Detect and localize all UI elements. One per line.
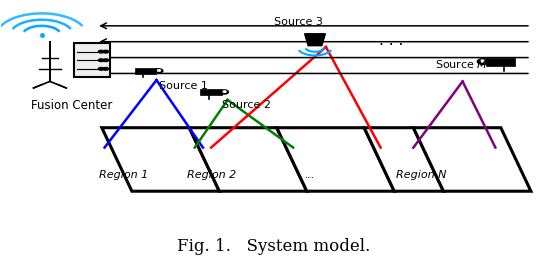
- Text: Source 2: Source 2: [222, 100, 271, 110]
- Text: Fig. 1.   System model.: Fig. 1. System model.: [178, 238, 370, 255]
- Circle shape: [157, 70, 161, 71]
- Bar: [201, 89, 222, 95]
- Polygon shape: [189, 128, 307, 191]
- Circle shape: [103, 68, 109, 70]
- Text: Region N: Region N: [396, 170, 447, 180]
- Text: Region 1: Region 1: [99, 170, 149, 180]
- Circle shape: [481, 60, 484, 62]
- Circle shape: [99, 59, 104, 61]
- Circle shape: [220, 90, 229, 94]
- Text: Source 3: Source 3: [274, 17, 323, 27]
- Polygon shape: [102, 128, 219, 191]
- Circle shape: [223, 91, 226, 92]
- Text: Fusion Center: Fusion Center: [31, 99, 112, 112]
- Polygon shape: [305, 34, 326, 46]
- Bar: [486, 57, 515, 66]
- Text: · · ·: · · ·: [379, 38, 404, 53]
- FancyBboxPatch shape: [75, 43, 110, 77]
- Circle shape: [99, 50, 104, 53]
- Bar: [135, 68, 156, 74]
- Polygon shape: [364, 128, 443, 191]
- Text: Source 1: Source 1: [159, 81, 208, 92]
- Circle shape: [477, 59, 489, 64]
- Circle shape: [103, 59, 109, 61]
- Text: Region 2: Region 2: [186, 170, 236, 180]
- Text: ...: ...: [304, 170, 315, 180]
- Circle shape: [103, 50, 109, 53]
- Text: Source $M$: Source $M$: [435, 58, 488, 70]
- Circle shape: [155, 69, 163, 73]
- Polygon shape: [277, 128, 394, 191]
- Polygon shape: [413, 128, 531, 191]
- Circle shape: [99, 68, 104, 70]
